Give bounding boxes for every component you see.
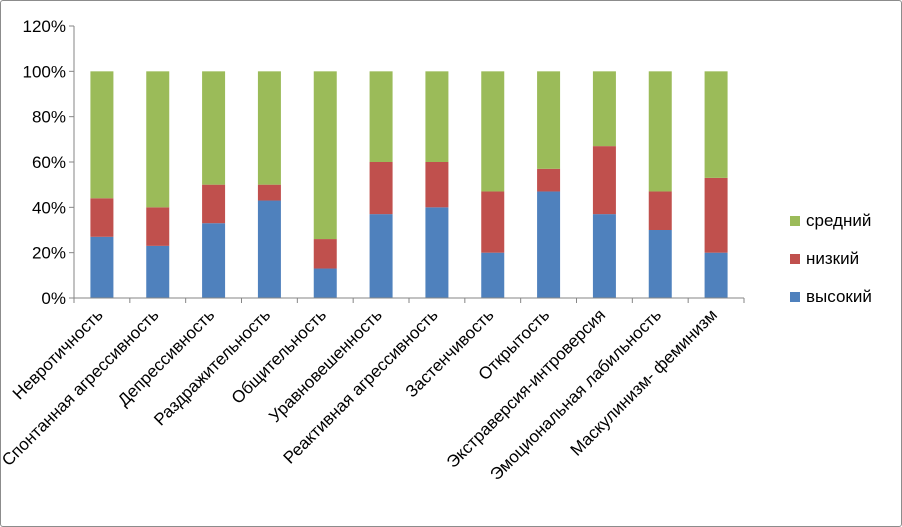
legend: средний низкий высокий [790, 211, 872, 306]
legend-swatch [790, 292, 800, 302]
bar-segment-low [90, 198, 114, 237]
legend-swatch [790, 254, 800, 264]
bar-segment-medium [592, 71, 616, 147]
bar-segment-high [704, 252, 728, 298]
y-tick-label: 0% [41, 289, 66, 308]
bar-segment-medium [648, 71, 672, 192]
legend-label: средний [806, 211, 871, 230]
plot-area [90, 71, 728, 298]
bar-segment-medium [146, 71, 170, 208]
bar-segment-low [592, 146, 616, 215]
bar-segment-high [592, 214, 616, 298]
bar-segment-high [90, 236, 114, 298]
y-tick-label: 120% [23, 17, 66, 36]
bar-segment-high [202, 223, 226, 298]
bar-segment-high [313, 268, 337, 298]
bar-segment-medium [537, 71, 561, 169]
bar-segment-low [648, 191, 672, 230]
bar-segment-low [202, 184, 226, 224]
bar-segment-high [537, 191, 561, 298]
bar-segment-low [425, 162, 449, 208]
bar-segment-medium [369, 71, 393, 162]
y-tick-label: 40% [32, 198, 66, 217]
bar-segment-high [481, 252, 505, 298]
bar-segment-low [146, 207, 170, 246]
legend-label: низкий [806, 249, 859, 268]
bar-segment-low [313, 239, 337, 269]
y-axis: 0% 20% 40% 60% 80% 100% 120% [23, 17, 75, 308]
bar-segment-medium [90, 71, 114, 199]
bar-segment-high [425, 207, 449, 298]
bar-segment-low [481, 191, 505, 253]
y-tick-label: 20% [32, 244, 66, 263]
y-tick-label: 60% [32, 153, 66, 172]
bar-segment-medium [313, 71, 337, 240]
bar-segment-low [537, 168, 561, 192]
bar-segment-low [257, 184, 281, 201]
bar-segment-medium [202, 71, 226, 185]
bar-segment-high [257, 200, 281, 298]
bar-segment-high [369, 214, 393, 298]
bar-segment-high [648, 230, 672, 298]
y-tick-label: 80% [32, 108, 66, 127]
bar-segment-medium [704, 71, 728, 178]
legend-label: высокий [806, 287, 872, 306]
x-tick-label: Общительность [228, 305, 330, 407]
x-tick-label: Депрессивность [114, 305, 218, 409]
bar-segment-low [369, 162, 393, 215]
bar-segment-high [146, 245, 170, 298]
bar-segment-low [704, 177, 728, 253]
y-tick-label: 100% [23, 62, 66, 81]
bar-segment-medium [257, 71, 281, 185]
bar-segment-medium [481, 71, 505, 192]
bar-segment-medium [425, 71, 449, 162]
legend-swatch [790, 216, 800, 226]
